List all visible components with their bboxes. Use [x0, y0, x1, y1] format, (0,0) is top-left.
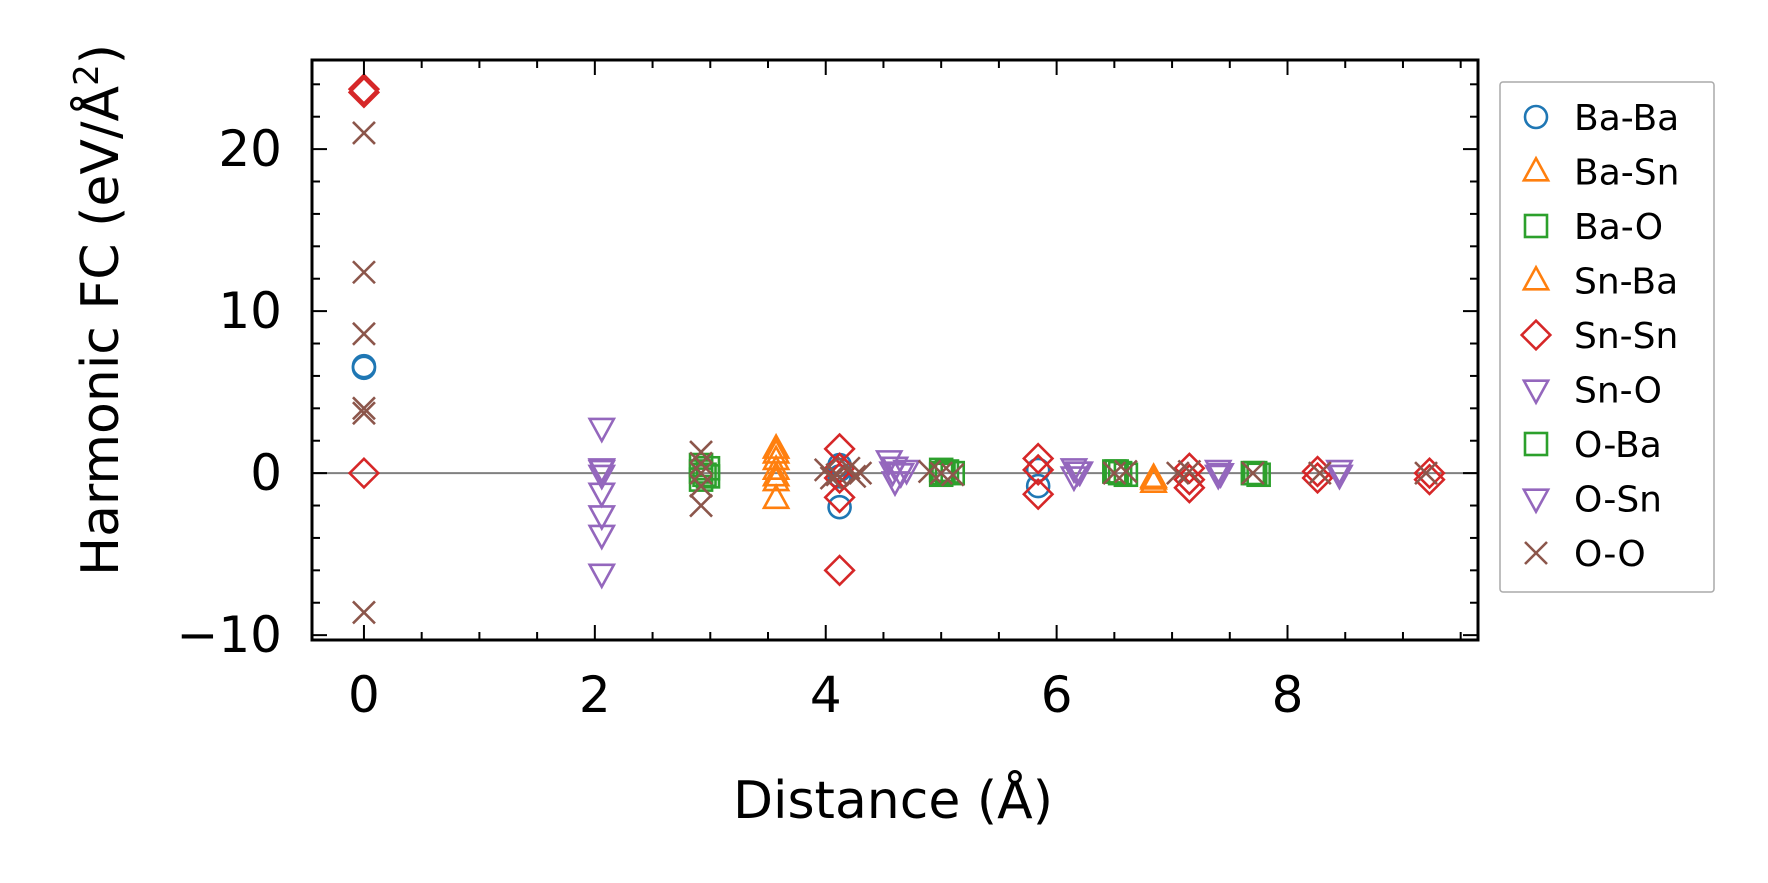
- data-point-Sn-Sn-10: [1022, 478, 1055, 511]
- data-point-O-O-24: [1240, 461, 1265, 486]
- series-O-O: [352, 120, 1438, 625]
- series-Ba-Sn: [761, 432, 1168, 510]
- data-point-Sn-Sn-17: [1413, 463, 1446, 496]
- data-point-Sn-O-10: [880, 471, 910, 498]
- y-tick-label: 0: [250, 444, 282, 502]
- legend-label-Ba-O: Ba-O: [1574, 207, 1663, 248]
- data-point-Sn-O-12: [1059, 458, 1089, 485]
- series-O-Sn: [587, 459, 1235, 490]
- legend: Ba-Ba Ba-Sn Ba-O Sn-Ba Sn-Sn Sn-O O-Ba O-Sn O-O: [1499, 81, 1715, 593]
- data-point-Sn-O-18: [1325, 464, 1354, 491]
- data-point-Sn-Sn-13: [1173, 471, 1206, 504]
- legend-marker-O-O: [1524, 541, 1548, 565]
- data-point-Sn-Sn-1: [347, 76, 381, 109]
- legend-label-O-Sn: O-Sn: [1574, 480, 1662, 521]
- data-point-O-Sn-3: [1206, 463, 1235, 490]
- data-point-O-Ba-0: [692, 462, 717, 488]
- x-tick-label: 0: [348, 666, 380, 724]
- data-point-O-O-10: [689, 493, 713, 518]
- y-tick-label: 10: [218, 282, 282, 340]
- data-point-O-O-3: [352, 396, 376, 421]
- series-Sn-Ba: [761, 437, 1168, 490]
- legend-marker-Ba-Ba: [1523, 104, 1549, 130]
- data-point-Sn-Sn-0: [347, 73, 381, 106]
- data-point-O-O-26: [1414, 461, 1438, 486]
- data-point-Ba-Ba-1: [351, 355, 377, 381]
- legend-label-Sn-O: Sn-O: [1574, 371, 1662, 412]
- data-point-Ba-Sn-6: [1139, 466, 1168, 493]
- data-point-Sn-Sn-6: [823, 481, 856, 514]
- data-point-Sn-Sn-2: [347, 456, 381, 490]
- data-point-Sn-O-6: [587, 563, 617, 590]
- data-point-O-O-6: [689, 440, 713, 464]
- data-point-O-O-7: [689, 451, 713, 476]
- legend-label-O-Ba: O-Ba: [1574, 425, 1662, 466]
- legend-frame: [1499, 81, 1715, 593]
- data-point-Ba-Ba-2: [827, 494, 852, 520]
- data-point-Ba-Sn-2: [761, 453, 791, 480]
- data-point-Sn-Sn-7: [823, 554, 856, 587]
- data-point-O-O-1: [352, 260, 376, 285]
- legend-marker-Ba-Sn: [1521, 155, 1551, 182]
- data-point-Ba-Ba-6: [1025, 473, 1051, 499]
- y-tick-label: −10: [176, 606, 282, 664]
- data-point-Ba-Sn-4: [761, 483, 791, 510]
- plot-area: 0 2 4 6 8 −10 0 10 20: [176, 58, 1480, 724]
- legend-label-Sn-Sn: Sn-Sn: [1574, 316, 1678, 357]
- data-point-O-O-5: [352, 600, 376, 625]
- y-axis-label-superscript: 2: [67, 64, 107, 86]
- data-point-Ba-O-13: [1246, 462, 1271, 488]
- x-tick-label: 2: [579, 666, 611, 724]
- data-point-O-O-19: [940, 462, 965, 487]
- data-point-Ba-Sn-3: [761, 465, 791, 492]
- y-axis-label-main: Harmonic FC (eV/Å: [69, 85, 131, 576]
- data-point-Sn-O-4: [587, 505, 617, 532]
- data-point-Sn-Sn-9: [1022, 453, 1055, 487]
- data-point-Sn-O-0: [587, 417, 617, 444]
- data-point-Sn-Ba-2: [1139, 463, 1168, 490]
- data-point-Sn-Sn-8: [1022, 442, 1055, 475]
- x-axis-label: Distance (Å): [733, 769, 1053, 831]
- data-point-Sn-Sn-15: [1301, 461, 1334, 495]
- data-point-O-O-14: [848, 461, 873, 486]
- data-point-O-O-2: [352, 321, 376, 346]
- data-point-O-Sn-0: [587, 459, 617, 486]
- data-point-Ba-O-10: [1107, 460, 1133, 486]
- x-tick-label: 8: [1272, 666, 1304, 724]
- data-point-O-O-23: [1177, 459, 1202, 484]
- data-point-O-O-4: [352, 401, 376, 426]
- legend-label-Ba-Sn: Ba-Sn: [1574, 153, 1679, 194]
- data-point-Sn-Ba-1: [761, 460, 791, 487]
- y-axis-label: Harmonic FC (eV/Å2): [67, 44, 131, 576]
- legend-marker-O-Sn: [1521, 488, 1551, 515]
- data-point-O-O-21: [1113, 459, 1138, 484]
- data-point-O-O-15: [819, 466, 844, 490]
- legend-marker-O-Ba: [1523, 431, 1549, 457]
- data-point-O-O-9: [689, 474, 713, 499]
- legend-marker-Sn-Ba: [1521, 264, 1551, 291]
- x-tick-label: 4: [810, 666, 842, 724]
- data-point-Sn-O-2: [587, 464, 617, 491]
- data-point-Sn-O-17: [1325, 459, 1354, 486]
- y-axis-label-close: ): [71, 44, 131, 64]
- legend-label-Ba-Ba: Ba-Ba: [1574, 98, 1679, 139]
- legend-label-O-O: O-O: [1574, 534, 1646, 575]
- data-point-O-Sn-2: [1063, 461, 1092, 488]
- data-point-O-Ba-3: [1242, 460, 1268, 486]
- legend-label-Sn-Ba: Sn-Ba: [1574, 262, 1678, 303]
- data-point-O-Sn-1: [878, 461, 907, 488]
- legend-marker-Ba-O: [1523, 213, 1549, 239]
- x-tick-label: 6: [1041, 666, 1073, 724]
- legend-marker-Sn-Sn: [1519, 318, 1553, 352]
- plot-frame: [310, 58, 1480, 642]
- data-point-Sn-O-5: [587, 524, 617, 551]
- y-tick-label: 20: [218, 120, 282, 178]
- legend-marker-Sn-O: [1521, 379, 1551, 406]
- data-point-O-O-16: [842, 464, 867, 489]
- data-point-Ba-O-7: [934, 459, 960, 484]
- data-point-O-O-0: [352, 120, 376, 145]
- data-point-O-O-25: [1307, 461, 1332, 486]
